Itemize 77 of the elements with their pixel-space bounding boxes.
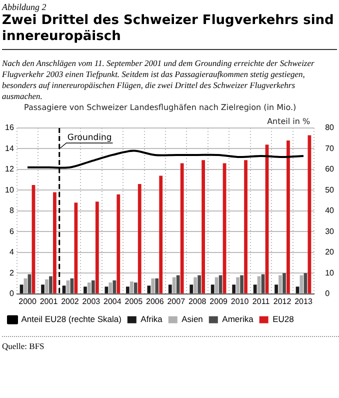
x-tick-label: 2013 xyxy=(294,296,313,306)
y2-tick-label: 50 xyxy=(325,185,335,194)
x-tick-label: 2006 xyxy=(146,296,164,306)
bar xyxy=(172,277,176,294)
bar xyxy=(45,279,48,294)
x-tick-label: 2010 xyxy=(230,296,250,306)
bar xyxy=(130,281,134,294)
y-tick-label: 2 xyxy=(9,268,14,278)
y-tick-label: 16 xyxy=(4,123,14,132)
bar xyxy=(274,284,278,294)
bar xyxy=(104,286,108,294)
y2-tick-label: 10 xyxy=(325,268,335,278)
y-axis-title: Passagiere von Schweizer Landesflughäfen nach Zielregion (in Mio.) xyxy=(24,103,296,112)
y-tick-label: 12 xyxy=(4,164,14,174)
bar xyxy=(202,160,206,294)
legend-label: Amerika xyxy=(222,314,254,324)
source-note: Quelle: BFS xyxy=(2,336,339,351)
ref-line-label: Grounding xyxy=(67,132,112,143)
bar xyxy=(147,286,151,294)
legend-label: EU28 xyxy=(272,314,294,324)
x-tick-label: 2011 xyxy=(252,296,270,306)
bar xyxy=(95,202,99,294)
bar xyxy=(253,284,257,294)
x-tick-label: 2004 xyxy=(104,296,122,306)
bar xyxy=(62,286,66,294)
y-tick-label: 4 xyxy=(9,248,14,257)
y-tick-label: 10 xyxy=(4,185,14,194)
x-tick-label: 2003 xyxy=(82,296,101,306)
legend-label: Asien xyxy=(182,314,204,324)
bar xyxy=(41,284,44,294)
bar xyxy=(20,284,24,294)
x-tick-label: 2012 xyxy=(273,296,292,306)
bar xyxy=(108,282,112,294)
x-tick-label: 2007 xyxy=(167,296,186,306)
y-tick-label: 0 xyxy=(9,289,14,298)
bar xyxy=(296,286,300,294)
bar xyxy=(159,176,163,294)
chart-subtitle: Nach den Anschlägen vom 11. September 2001 und dem Grounding erreichte der Schweizer Flugverkehr 2003 einen Tiefpunkt. Seitdem ist das Passagieraufkommen stetig gestiegen, besonders auf innereuropäischen Flügen, die zwei Drittel des Schweizer Flugverkehrs ausmachen. xyxy=(2,58,316,102)
bar xyxy=(210,284,214,294)
text: Abbildung 2 xyxy=(2,2,48,12)
bar xyxy=(286,140,290,294)
legend-label: Afrika xyxy=(140,314,163,324)
bar xyxy=(88,282,91,294)
y2-axis-title: Anteil in % xyxy=(267,117,310,126)
y-tick-label: 6 xyxy=(9,226,14,236)
bar xyxy=(151,278,155,294)
y-tick-label: 14 xyxy=(4,144,14,153)
bar xyxy=(84,286,87,294)
y2-tick-label: 60 xyxy=(325,164,335,174)
y2-tick-label: 80 xyxy=(325,123,335,132)
y2-tick-label: 0 xyxy=(325,289,330,298)
bar xyxy=(116,194,120,294)
bar xyxy=(244,160,248,294)
bar xyxy=(180,163,184,294)
y2-tick-label: 20 xyxy=(325,248,335,257)
y2-tick-label: 70 xyxy=(325,144,335,153)
y2-tick-label: 30 xyxy=(325,226,335,236)
bar xyxy=(168,284,172,294)
bar xyxy=(232,284,236,294)
bar xyxy=(194,277,198,294)
x-tick-label: 2000 xyxy=(18,296,37,306)
y-tick-label: 8 xyxy=(9,206,14,216)
x-tick-label: 2008 xyxy=(188,296,207,306)
legend-label: Anteil EU28 (rechte Skala) xyxy=(21,314,122,324)
bar xyxy=(74,202,78,294)
x-tick-label: 2005 xyxy=(124,296,144,306)
bar xyxy=(53,192,56,294)
bar xyxy=(190,284,194,294)
chart-title: Zwei Drittel des Schweizer Flugverkehrs sind innereuropäisch xyxy=(2,13,337,50)
bar xyxy=(214,277,218,294)
bar xyxy=(126,286,130,294)
bar xyxy=(236,277,240,294)
x-tick-label: 2009 xyxy=(210,296,228,306)
y2-tick-label: 40 xyxy=(325,206,335,216)
bar xyxy=(138,184,142,294)
x-tick-label: 2001 xyxy=(40,296,58,306)
x-tick-label: 2002 xyxy=(61,296,80,306)
